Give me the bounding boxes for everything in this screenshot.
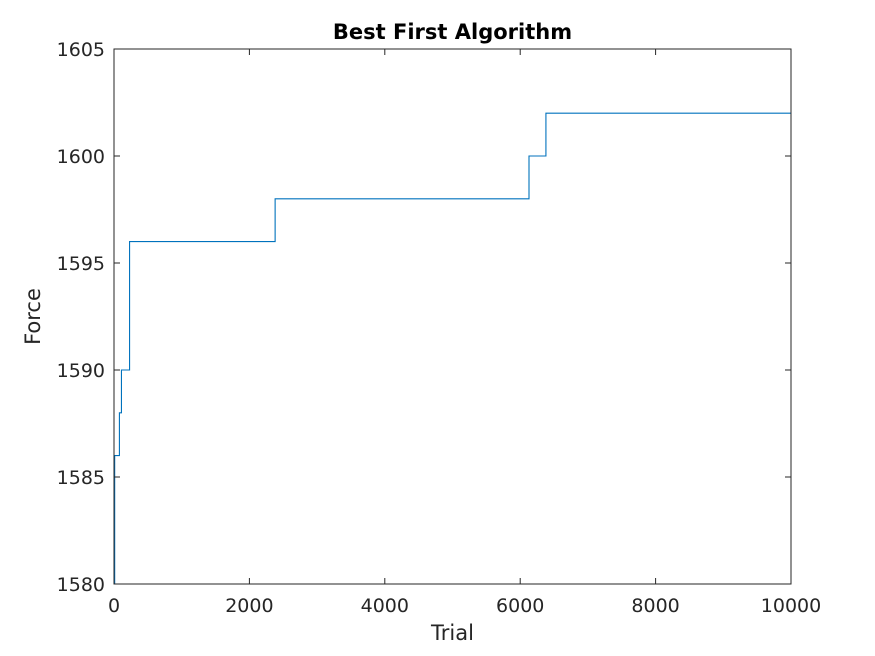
x-tick-label: 4000 [361, 595, 409, 617]
y-axis-label: Force [21, 288, 45, 345]
y-tick-label: 1585 [57, 467, 105, 489]
x-tick-label: 0 [108, 595, 120, 617]
ticks-layer: 0 2000 4000 6000 8000 10000 1580 1585 1590 1595 16… [57, 39, 822, 617]
series-line [114, 112, 791, 585]
y-tick-label: 1595 [57, 253, 105, 275]
x-tick-label: 6000 [496, 595, 544, 617]
x-tick-label: 10000 [761, 595, 821, 617]
x-tick-label: 8000 [631, 595, 679, 617]
y-tick-label: 1590 [57, 360, 105, 382]
axes-box [113, 48, 792, 585]
series-layer [114, 112, 791, 585]
y-tick-label: 1600 [57, 146, 105, 168]
chart-title: Best First Algorithm [333, 20, 572, 44]
y-tick-label: 1605 [57, 39, 105, 61]
y-tick-label: 1580 [57, 574, 105, 596]
x-tick-label: 2000 [225, 595, 273, 617]
x-axis-label: Trial [430, 621, 474, 645]
plot-area [114, 49, 791, 584]
